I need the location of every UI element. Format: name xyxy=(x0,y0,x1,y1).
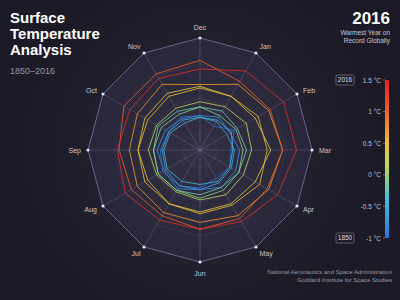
month-label: May xyxy=(260,250,274,258)
month-label: Aug xyxy=(84,206,97,214)
colorbar-tick xyxy=(383,143,385,144)
spoke xyxy=(144,53,200,150)
chart: Jan Feb Mar Apr May Jun Jul Aug Sep Oct Nov Dec 1.5 … xyxy=(0,0,400,300)
month-label: Mar xyxy=(319,147,332,154)
month-label: Dec xyxy=(194,24,207,31)
vertex-dot xyxy=(310,148,313,151)
year-box xyxy=(336,233,354,243)
vertex-dot xyxy=(254,245,257,248)
year-line xyxy=(119,60,283,229)
source: National Aeronautics and Space Administr… xyxy=(267,269,392,275)
spoke xyxy=(200,38,201,150)
frame xyxy=(88,38,312,262)
title: Surface Temperature Analysis xyxy=(10,10,110,58)
vertex-dot xyxy=(295,92,298,95)
month-label: Feb xyxy=(303,87,315,94)
month-label: Sep xyxy=(69,147,82,155)
year-line xyxy=(117,69,296,229)
vertex-dot xyxy=(254,51,257,54)
colorbar-label: 0.5 °C xyxy=(363,140,381,147)
colorbar-label: -0.5 °C xyxy=(361,203,382,210)
year-line xyxy=(162,117,234,189)
month-label: Nov xyxy=(128,43,141,50)
colorbar-tick xyxy=(383,206,385,207)
year-label: 1850 xyxy=(338,234,353,241)
year-line xyxy=(129,84,282,222)
vertex-dot xyxy=(198,260,201,263)
colorbar-tick xyxy=(383,80,385,81)
colorbar xyxy=(385,80,389,238)
colorbar-label: 1.5 °C xyxy=(363,77,381,84)
year-label: 2016 xyxy=(338,76,353,83)
colorbar-tick xyxy=(383,174,385,175)
series-group xyxy=(117,60,296,229)
year-line xyxy=(138,88,267,214)
vertex-dot xyxy=(142,51,145,54)
source: Goddard Institute for Space Studies xyxy=(297,277,392,283)
colorbar-label: -1 °C xyxy=(366,235,381,242)
month-label: Jul xyxy=(132,250,141,257)
month-label: Oct xyxy=(86,87,97,94)
spoke xyxy=(200,94,297,150)
month-label: Apr xyxy=(303,206,315,214)
year-line xyxy=(164,117,233,184)
month-label: Jan xyxy=(260,43,271,50)
colorbar-label: 0 °C xyxy=(368,171,381,178)
colorbar-label: 1 °C xyxy=(368,108,381,115)
vertex-dot xyxy=(101,92,104,95)
annotation-text: Warmest Year on Record Globally xyxy=(328,29,390,45)
spoke xyxy=(200,150,312,151)
vertex-dot xyxy=(142,245,145,248)
year-line xyxy=(148,102,251,200)
colorbar-tick xyxy=(383,238,385,239)
spoke xyxy=(144,150,200,247)
month-label: Jun xyxy=(194,270,205,277)
colorbar-tick xyxy=(383,111,385,112)
vertex-dot xyxy=(295,204,298,207)
year-line xyxy=(157,116,240,190)
vertex-dot xyxy=(86,148,89,151)
spoke xyxy=(200,150,201,262)
page: Surface Temperature Analysis 1850–2016 201… xyxy=(0,0,400,300)
vertex-dot xyxy=(198,36,201,39)
year-box xyxy=(336,75,354,85)
annotation-title: 2016 xyxy=(352,9,390,29)
year-line xyxy=(153,107,243,198)
spoke xyxy=(88,150,200,151)
spoke xyxy=(200,53,256,150)
subtitle: 1850–2016 xyxy=(10,66,55,76)
vertex-dot xyxy=(101,204,104,207)
